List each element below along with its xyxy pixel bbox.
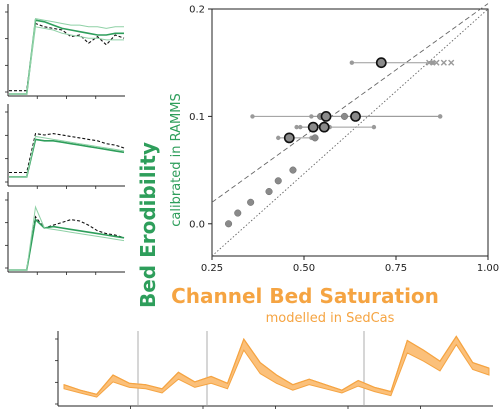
fit-lines [211, 3, 489, 257]
inset-series-line [9, 135, 125, 178]
x-marker-stroke [440, 59, 447, 66]
strip-area-band [63, 335, 490, 398]
x-tick-label: 1.00 [477, 263, 499, 274]
small-points [225, 112, 349, 228]
error-bar-cap [276, 135, 281, 141]
dotted-fit-line [211, 8, 489, 257]
x-marker [433, 59, 440, 66]
main-scatter-axes [208, 8, 489, 260]
y-axis-sublabel: calibrated in RAMMS [169, 93, 184, 226]
small-point [289, 166, 297, 174]
small-point [247, 198, 255, 206]
x-marker [440, 59, 447, 66]
inset-series-line [9, 205, 125, 271]
x-axis-label: Channel Bed Saturation [171, 284, 439, 308]
inset-panel [5, 4, 125, 99]
x-tick-label: 0.50 [293, 263, 315, 274]
y-tick-label: 0.2 [189, 5, 205, 16]
small-point [340, 112, 349, 120]
error-bars [250, 60, 443, 141]
inset-series-line [9, 26, 124, 95]
small-point [274, 177, 282, 185]
inset-series-line [9, 132, 125, 174]
small-point [311, 134, 319, 142]
error-bar-cap [437, 114, 443, 119]
error-bar-cap [430, 60, 435, 65]
y-tick-label: 0.0 [189, 219, 205, 230]
bottom-strip-panel [55, 331, 493, 409]
error-bar-cap [298, 124, 303, 130]
inset-series-line [9, 217, 125, 271]
x-axis-sublabel: modelled in SedCas [266, 311, 395, 326]
main-point [350, 110, 361, 122]
error-bar-cap [349, 60, 355, 65]
x-marker [426, 59, 433, 66]
small-point [225, 220, 233, 228]
x-marker-stroke [433, 59, 440, 66]
x-markers [426, 59, 455, 66]
inset-panel [5, 192, 125, 275]
error-bar-cap [309, 114, 314, 119]
error-bar-cap [250, 114, 255, 119]
left-inset-panels [5, 4, 125, 275]
inset-series-line [9, 19, 124, 95]
main-point [283, 132, 295, 144]
main-point [375, 57, 387, 69]
dashed-fit-line [211, 3, 489, 203]
inset-series-line [9, 22, 125, 92]
main-point [318, 121, 330, 133]
y-tick-labels: 0.0 0.1 0.2 [189, 5, 205, 231]
y-tick-label: 0.1 [189, 112, 205, 123]
x-tick-labels: 0.25 0.50 0.75 1.00 [201, 263, 499, 274]
x-tick-label: 0.75 [385, 263, 407, 274]
strip-upper-line [63, 335, 490, 395]
main-points [283, 57, 387, 144]
error-bar-cap [371, 124, 377, 130]
small-point [234, 209, 242, 217]
x-marker-stroke [426, 59, 433, 66]
main-point [307, 121, 319, 133]
x-marker-stroke [448, 59, 455, 66]
inset-series-line [9, 215, 125, 271]
small-point [265, 188, 273, 196]
error-bar-cap [294, 124, 299, 130]
main-point [320, 110, 332, 122]
x-marker [448, 59, 455, 66]
inset-series-line [9, 138, 125, 178]
y-axis-label: Bed Erodibility [136, 142, 160, 308]
plot-frame [211, 8, 489, 257]
inset-panel [5, 104, 125, 189]
x-tick-label: 0.25 [201, 263, 223, 274]
